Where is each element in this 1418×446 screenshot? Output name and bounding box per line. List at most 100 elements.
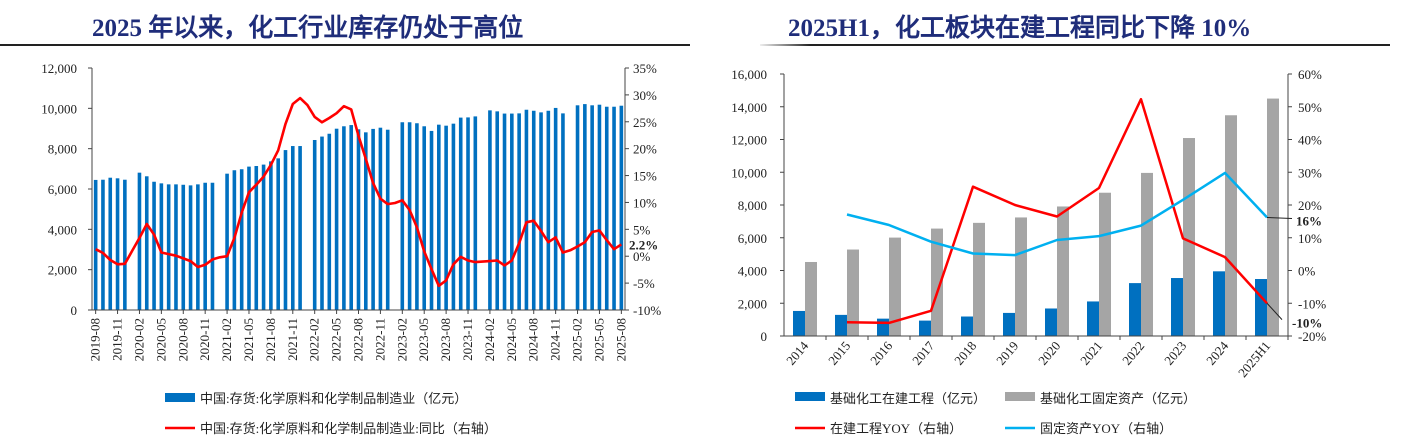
x-tick-label: 2019-08	[88, 318, 103, 361]
inventory-bar	[152, 181, 156, 310]
y-right-tick-label: 10%	[633, 195, 657, 210]
inventory-bar	[261, 164, 266, 310]
construction-bar	[793, 310, 805, 336]
y-left-tick-label: 12,000	[41, 61, 77, 76]
y-right-tick-label: 15%	[633, 169, 657, 184]
fixed-asset-bar	[1057, 206, 1069, 336]
fixed-asset-bar	[1015, 217, 1027, 336]
y-left-tick-label: 6,000	[48, 182, 77, 197]
construction-bar	[1171, 278, 1183, 336]
inventory-bar	[451, 123, 456, 310]
inventory-bar	[553, 107, 558, 311]
inventory-bar	[159, 183, 164, 310]
inventory-bar	[203, 182, 207, 310]
inventory-bar	[437, 124, 441, 310]
x-tick-label: 2020-02	[131, 318, 146, 361]
callout-leader	[1266, 216, 1293, 219]
y-right-tick-label: 60%	[1298, 67, 1322, 82]
x-tick-label: 2020-08	[175, 318, 190, 361]
inventory-bar	[583, 104, 587, 311]
y-right-tick-label: 20%	[1298, 198, 1322, 213]
latest-yoy-label: 2.2%	[629, 237, 658, 252]
x-tick-label: 2021-08	[263, 318, 278, 361]
legend-fixed-asset-yoy-label: 固定资产YOY（右轴）	[1040, 421, 1172, 436]
left-title-rule	[0, 44, 690, 46]
y-left-tick-label: 6,000	[738, 231, 767, 246]
y-right-tick-label: -10%	[633, 303, 661, 318]
inventory-bar	[342, 126, 346, 310]
inventory-bar	[349, 125, 353, 311]
inventory-bar	[290, 146, 295, 310]
y-left-tick-label: 2,000	[738, 296, 767, 311]
x-tick-label: 2022-08	[351, 318, 366, 361]
x-tick-label: 2023-02	[394, 318, 409, 361]
construction-bar	[961, 316, 973, 336]
inventory-bar	[364, 132, 368, 310]
inventory-bar	[502, 113, 507, 311]
x-tick-label: 2023	[1161, 338, 1189, 368]
inventory-bar	[495, 111, 500, 310]
construction-bar	[1213, 271, 1225, 336]
inventory-bar	[539, 112, 543, 310]
y-left-tick-label: 8,000	[738, 198, 767, 213]
inventory-bar	[510, 113, 514, 311]
x-tick-label: 2022-02	[307, 318, 322, 361]
inventory-bar	[174, 184, 178, 310]
x-tick-label: 2022-05	[329, 318, 344, 361]
x-tick-label: 2021-05	[241, 318, 256, 361]
inventory-bar	[488, 110, 492, 310]
inventory-bar	[385, 129, 390, 310]
construction-yoy-line	[846, 97, 1268, 325]
y-right-tick-label: 40%	[1298, 133, 1322, 148]
x-tick-label: 2019	[993, 338, 1021, 368]
construction-bar	[1087, 301, 1099, 336]
x-tick-label: 2020-11	[197, 318, 212, 361]
x-tick-label: 2014	[783, 338, 812, 368]
y-left-tick-label: 4,000	[738, 264, 767, 279]
y-right-tick-label: 5%	[633, 222, 651, 237]
inventory-bar	[524, 109, 529, 311]
inventory-bar	[298, 146, 302, 310]
inventory-bar	[444, 125, 448, 310]
y-right-tick-label: 10%	[1298, 231, 1322, 246]
legend-construction-yoy-label: 在建工程YOY（右轴）	[830, 421, 962, 436]
x-tick-label: 2020	[1035, 338, 1063, 368]
y-right-tick-label: 30%	[1298, 165, 1322, 180]
x-tick-label: 2018	[951, 338, 979, 368]
x-tick-label: 2017	[909, 338, 938, 368]
inventory-bar	[473, 116, 478, 311]
x-tick-label: 2023-08	[438, 318, 453, 361]
x-tick-label: 2024-02	[482, 318, 497, 361]
inventory-bar	[188, 185, 193, 310]
inventory-bar	[276, 158, 280, 310]
x-tick-label: 2023-05	[416, 318, 431, 361]
inventory-bar	[283, 150, 288, 310]
inventory-bar	[93, 179, 98, 310]
y-right-tick-label: 25%	[633, 115, 657, 130]
inventory-bar	[466, 117, 470, 311]
construction-bar	[1129, 283, 1141, 336]
fixed-asset-yoy-callout: 16%	[1296, 213, 1322, 228]
inventory-bar	[320, 136, 324, 310]
right-title-rule	[760, 44, 1390, 46]
inventory-bar	[210, 182, 215, 310]
y-left-tick-label: 2,000	[48, 263, 77, 278]
inventory-bar	[531, 110, 536, 311]
inventory-bar	[575, 105, 580, 310]
inventory-bar	[254, 166, 259, 310]
y-left-tick-label: 0	[761, 329, 768, 344]
y-right-tick-label: 0%	[1298, 264, 1316, 279]
legend-bar-swatch	[165, 393, 195, 402]
x-tick-label: 2023-11	[460, 318, 475, 361]
inventory-bar	[166, 184, 171, 310]
inventory-bar	[378, 127, 383, 311]
inventory-bar	[590, 105, 594, 310]
x-tick-label: 2021-02	[219, 318, 234, 361]
construction-bar	[1045, 308, 1057, 336]
fixed-asset-bar	[931, 228, 943, 336]
y-left-tick-label: 10,000	[41, 101, 77, 116]
legend-line-label: 中国:存货:化学原料和化学制品制造业:同比（右轴）	[200, 421, 497, 436]
inventory-bar	[612, 106, 616, 310]
x-tick-label: 2024-08	[526, 318, 541, 361]
y-left-tick-label: 8,000	[48, 142, 77, 157]
